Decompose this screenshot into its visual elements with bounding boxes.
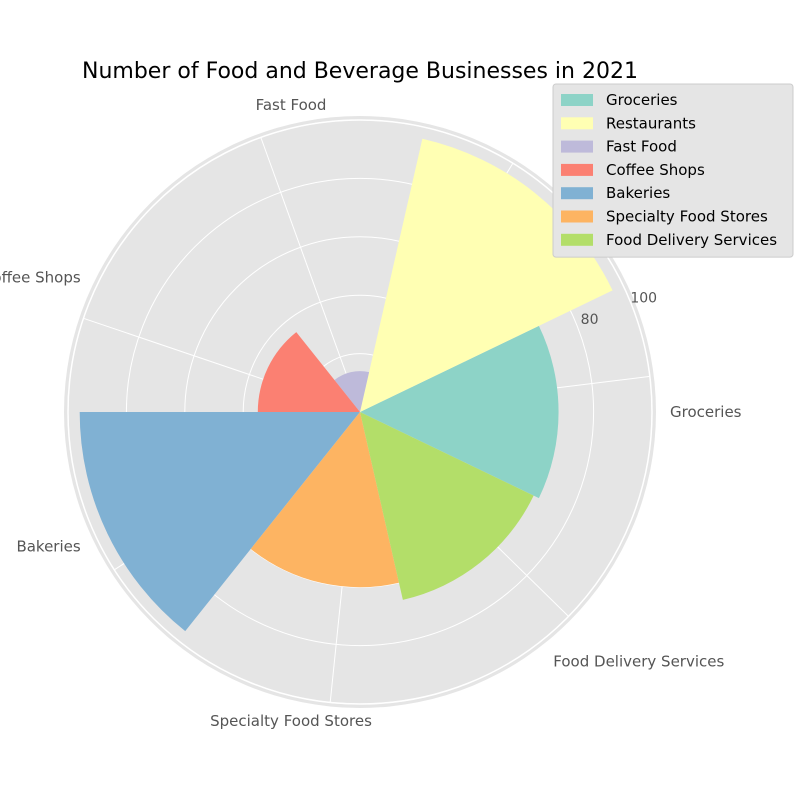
bar-specialty-food-stores	[250, 412, 399, 588]
legend-label-restaurants: Restaurants	[606, 114, 696, 132]
legend-swatch-fast-food	[561, 140, 593, 153]
legend-label-fast-food: Fast Food	[606, 138, 677, 156]
bar-bakeries	[79, 412, 361, 632]
radial-tick-label: 80	[581, 312, 599, 328]
legend-swatch-restaurants	[561, 117, 593, 130]
category-label-groceries: Groceries	[670, 403, 742, 421]
category-label-specialty-food-stores: Specialty Food Stores	[210, 712, 372, 730]
legend-box	[552, 83, 794, 258]
bar-fast-food	[334, 371, 370, 412]
bar-restaurants	[360, 138, 613, 413]
radial-tick-labels: 80 100	[581, 290, 657, 328]
legend-label-bakeries: Bakeries	[606, 184, 670, 202]
chart-title: Number of Food and Beverage Businesses i…	[82, 59, 638, 84]
legend-swatch-food-delivery-services	[561, 233, 593, 246]
category-label-coffee-shops: Coffee Shops	[0, 268, 81, 286]
legend-swatch-bakeries	[561, 187, 593, 200]
radial-gridline	[67, 119, 653, 705]
angular-gridline	[260, 137, 361, 413]
radial-tick-label: 100	[630, 290, 657, 306]
legend-label-food-delivery-services: Food Delivery Services	[606, 231, 777, 249]
polar-bars	[79, 138, 613, 632]
legend-swatch-specialty-food-stores	[561, 210, 593, 223]
legend-label-coffee-shops: Coffee Shops	[606, 161, 705, 179]
legend-swatch-groceries	[561, 94, 593, 106]
legend-label-groceries: Groceries	[606, 91, 678, 109]
category-label-food-delivery-services: Food Delivery Services	[553, 652, 724, 670]
bar-food-delivery-services	[360, 412, 534, 600]
legend-swatch-coffee-shops	[561, 163, 593, 176]
legend-label-specialty-food-stores: Specialty Food Stores	[606, 208, 768, 226]
category-label-bakeries: Bakeries	[16, 538, 80, 556]
bar-coffee-shops	[257, 332, 360, 412]
category-label-fast-food: Fast Food	[256, 96, 327, 114]
legend: Groceries Restaurants Fast Food Coffee Shop…	[552, 83, 794, 258]
bar-groceries	[360, 325, 559, 499]
